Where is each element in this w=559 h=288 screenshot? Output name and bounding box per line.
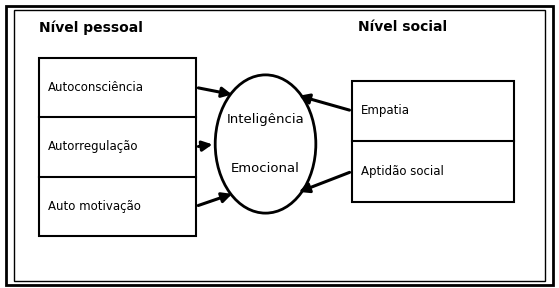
Text: Autoconsciência: Autoconsciência [48,81,144,94]
Text: Nível social: Nível social [358,20,447,34]
Text: Nível pessoal: Nível pessoal [39,20,143,35]
Text: Auto motivação: Auto motivação [48,200,140,213]
Text: Inteligência

Emocional: Inteligência Emocional [226,113,305,175]
Text: Aptidão social: Aptidão social [361,165,443,178]
Bar [39,58,196,236]
Text: Autorregulação: Autorregulação [48,140,138,154]
Ellipse shape [215,75,316,213]
Bar [352,81,514,202]
Text: Empatia: Empatia [361,104,410,118]
